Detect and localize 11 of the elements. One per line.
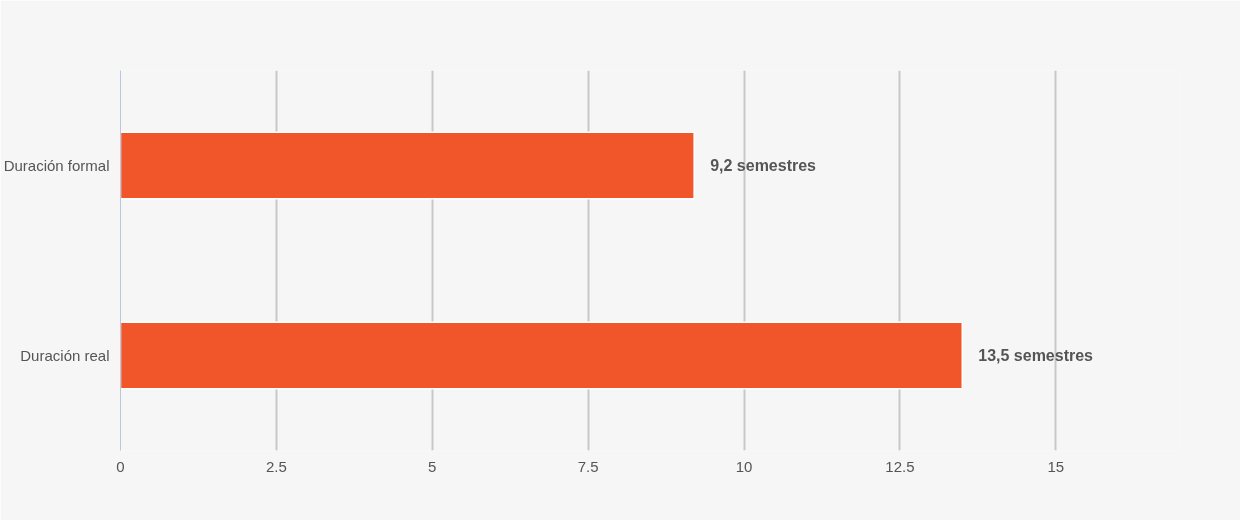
x-tick-label: 7.5 xyxy=(577,457,599,475)
y-tick-label: Duración formal xyxy=(3,157,110,174)
x-tick-label: 10 xyxy=(735,457,753,475)
x-tick-label: 12.5 xyxy=(885,457,915,475)
x-tick-label: 0 xyxy=(116,457,125,475)
x-tick-label: 15 xyxy=(1047,457,1065,475)
x-tick-label: 5 xyxy=(428,457,437,475)
data-label: 9,2 semestres xyxy=(710,157,817,174)
x-tick-label: 2.5 xyxy=(265,457,287,475)
y-tick-label: Duración real xyxy=(20,347,110,364)
data-label: 13,5 semestres xyxy=(978,347,1094,364)
